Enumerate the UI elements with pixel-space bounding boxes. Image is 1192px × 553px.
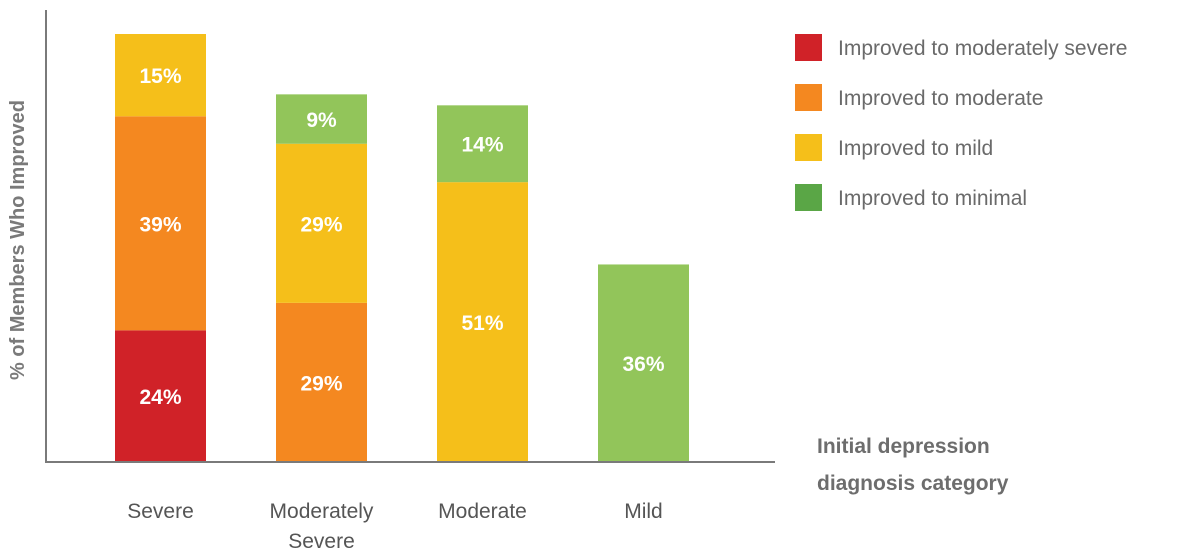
legend-swatch	[795, 34, 822, 61]
bar-labels-group: 24% 39% 15% 29% 29% 9% 51% 14% 36%	[139, 65, 664, 409]
bar-segment	[276, 302, 367, 462]
bar-data-label: 15%	[139, 65, 181, 88]
legend-swatch	[795, 184, 822, 211]
bar-data-label: 51%	[461, 312, 503, 335]
bar-segment	[115, 116, 206, 331]
legend-swatch	[795, 134, 822, 161]
bar-segment	[437, 105, 528, 183]
bars-group	[115, 34, 689, 462]
legend-label: Improved to mild	[838, 137, 993, 160]
bar-segment	[598, 264, 689, 462]
category-tick-label: Moderately Severe	[270, 500, 374, 553]
x-axis-title-line-2: diagnosis category	[817, 472, 1009, 495]
bar-segment	[276, 143, 367, 303]
bar-data-label: 36%	[622, 353, 664, 376]
category-tick-label: Moderate	[438, 500, 527, 523]
bar-segment	[115, 330, 206, 462]
legend-swatch	[795, 84, 822, 111]
bar-segment	[276, 94, 367, 144]
legend-label: Improved to moderately severe	[838, 37, 1127, 60]
bar-data-label: 29%	[300, 213, 342, 236]
x-axis-title-line-1: Initial depression	[817, 435, 990, 458]
category-tick-label: Mild	[624, 500, 663, 523]
category-labels-group: Severe Moderately Severe Moderate Mild	[127, 500, 663, 553]
x-axis-title: Initial depression diagnosis category	[817, 435, 1009, 495]
bar-data-label: 39%	[139, 213, 181, 236]
legend: Improved to moderately severe Improved to…	[795, 34, 1127, 211]
bar-segment	[115, 34, 206, 117]
y-axis-title: % of Members Who Improved	[7, 100, 29, 380]
legend-label: Improved to minimal	[838, 187, 1027, 210]
bar-segment	[437, 182, 528, 462]
bar-data-label: 9%	[306, 109, 337, 132]
bar-data-label: 24%	[139, 386, 181, 409]
category-tick-label: Severe	[127, 500, 194, 523]
bar-data-label: 29%	[300, 372, 342, 395]
legend-label: Improved to moderate	[838, 87, 1043, 110]
bar-data-label: 14%	[461, 134, 503, 157]
